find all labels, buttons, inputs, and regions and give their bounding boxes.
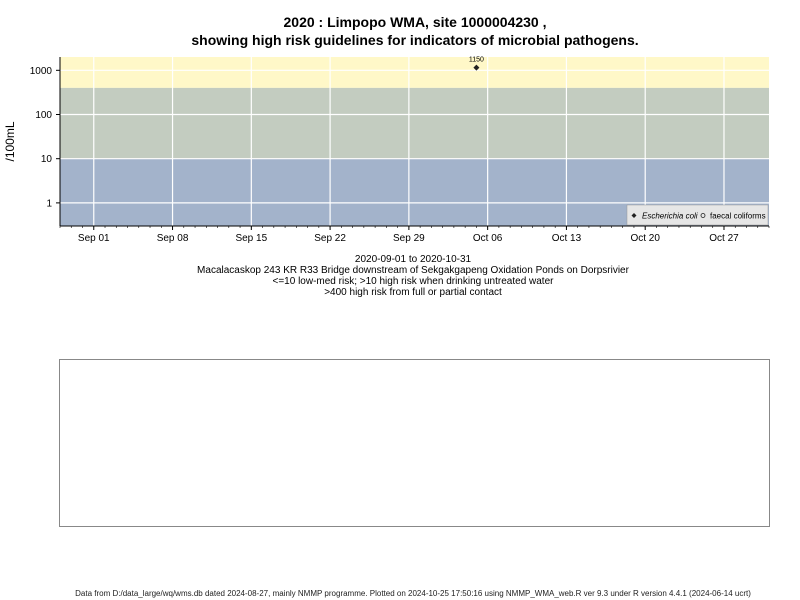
- legend: Escherichia coli faecal coliforms: [626, 204, 769, 226]
- x-tick-label: Sep 15: [235, 233, 267, 244]
- x-tick-label: Sep 29: [393, 233, 425, 244]
- x-tick-label: Oct 20: [630, 233, 660, 244]
- y-tick-label: 1000: [30, 66, 53, 77]
- site-caption: Macalacaskop 243 KR R33 Bridge downstrea…: [197, 265, 629, 276]
- chart-title-line1: 2020 : Limpopo WMA, site 1000004230 ,: [283, 14, 547, 30]
- legend-marker-faecal: [700, 213, 706, 218]
- y-tick-label: 1: [46, 198, 52, 209]
- date-range-caption: 2020-09-01 to 2020-10-31: [354, 254, 472, 265]
- legend-label-ecoli: Escherichia coli: [642, 212, 698, 221]
- x-tick-label: Oct 27: [709, 233, 739, 244]
- x-tick-label: Oct 06: [473, 233, 503, 244]
- risk-band-0: [60, 57, 769, 88]
- x-tick-label: Sep 08: [157, 233, 189, 244]
- legend-box: [626, 204, 769, 226]
- guideline-caption-drinking: <=10 low-med risk; >10 high risk when dr…: [272, 276, 554, 287]
- risk-band-1: [60, 87, 769, 159]
- legend-label-faecal: faecal coliforms: [710, 212, 766, 221]
- y-axis-label: /100mL: [3, 121, 17, 161]
- chart-title-line2: showing high risk guidelines for indicat…: [191, 32, 639, 48]
- empty-plot-panel: [59, 359, 770, 527]
- data-point-ecoli: [473, 64, 480, 71]
- x-tick-label: Sep 22: [314, 233, 346, 244]
- x-tick-label: Sep 01: [78, 233, 110, 244]
- y-tick-label: 100: [35, 110, 52, 121]
- legend-marker-ecoli: [631, 213, 637, 218]
- data-label: 1150: [469, 57, 484, 64]
- chart-area: 1 10 100 1000 Sep 01 Sep 08 Sep 15 Sep 22 Sep 29…: [3, 57, 770, 244]
- footer-note: Data from D:/data_large/wq/wms.db dated …: [75, 589, 751, 598]
- guideline-caption-contact: >400 high risk from full or partial cont…: [324, 287, 502, 298]
- x-tick-label: Oct 13: [552, 233, 582, 244]
- y-tick-label: 10: [41, 154, 53, 165]
